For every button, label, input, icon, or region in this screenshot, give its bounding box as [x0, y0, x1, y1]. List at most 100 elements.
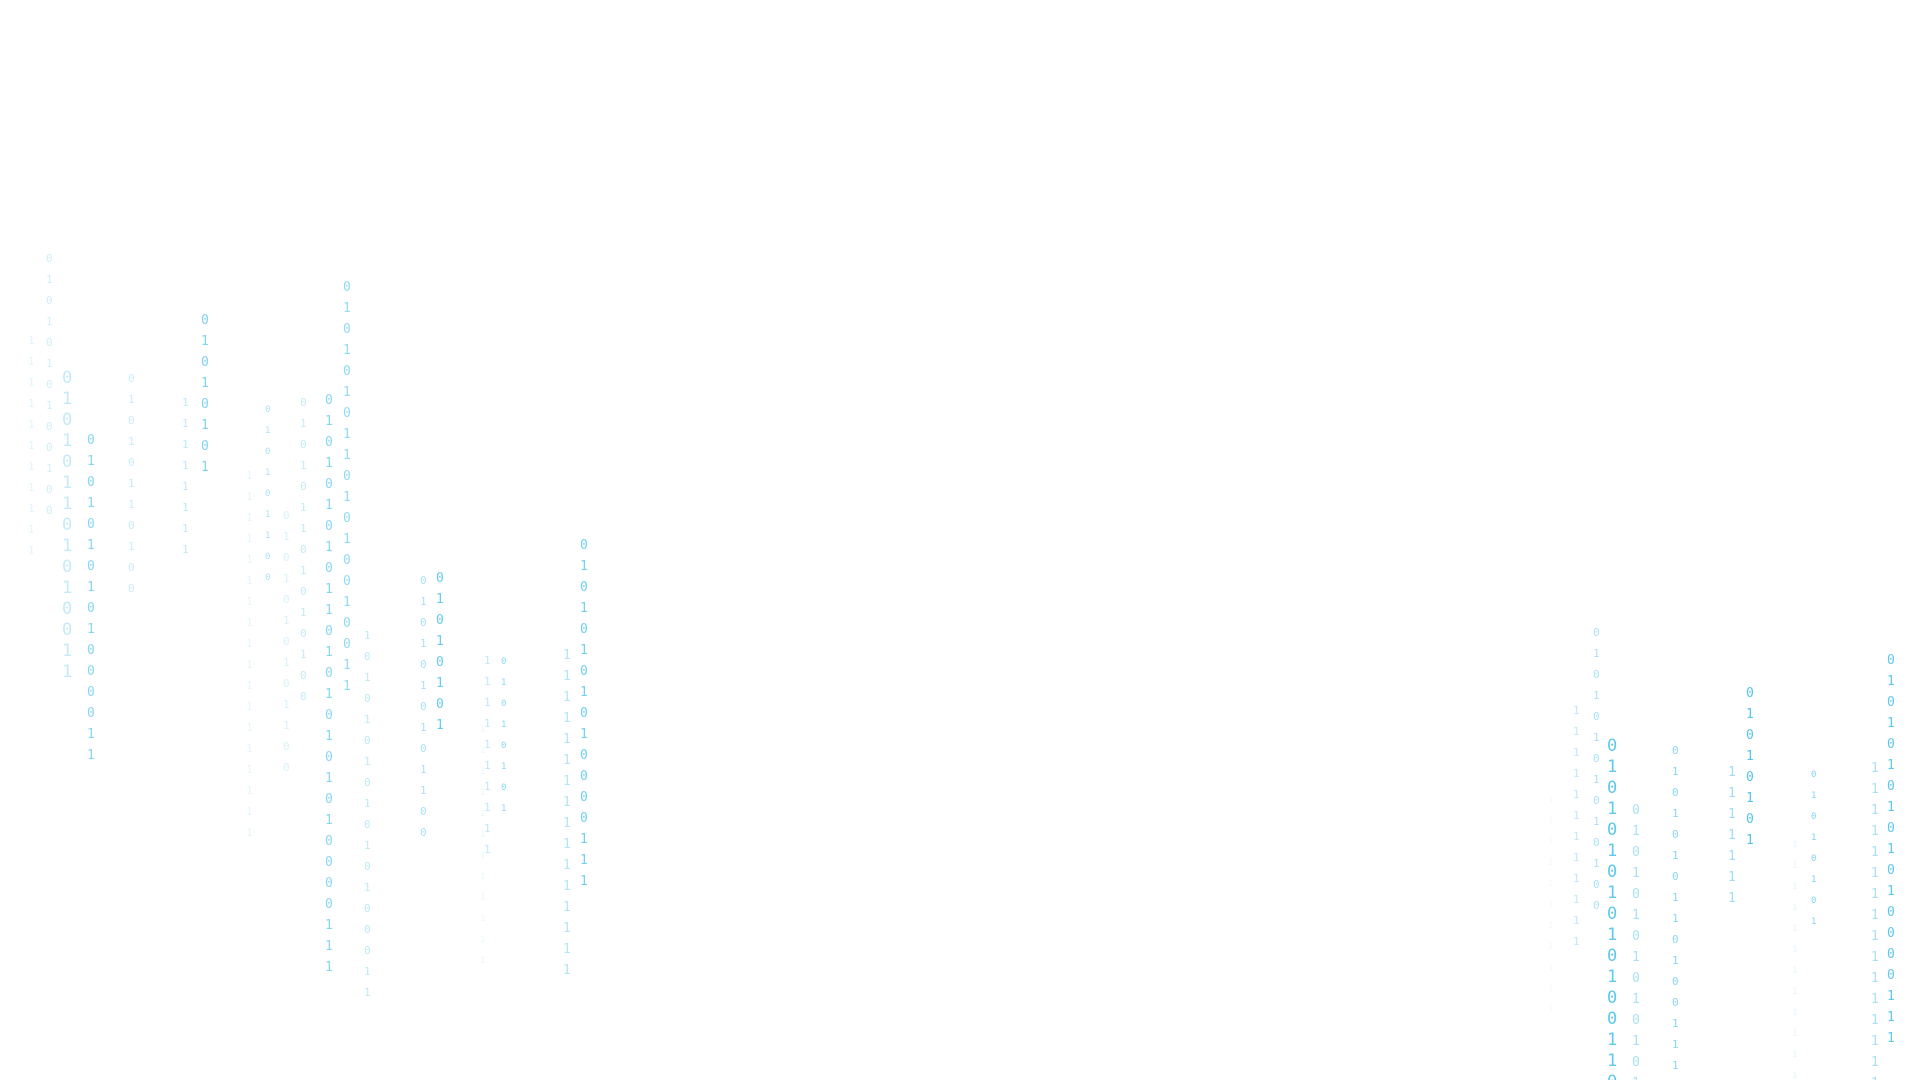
binary-digit: 1 — [563, 648, 571, 663]
binary-digit: 1 — [182, 522, 189, 535]
binary-digit: 1 — [28, 481, 35, 494]
binary-digit: 0 — [343, 280, 351, 295]
binary-digit: 1 — [46, 399, 53, 412]
binary-digit: 1 — [1728, 765, 1736, 780]
binary-digit: 1 — [480, 914, 486, 924]
binary-digit: 0 — [265, 573, 271, 583]
binary-digit: 1 — [62, 494, 73, 514]
binary-digit: 0 — [1607, 736, 1618, 756]
binary-digit: 0 — [580, 622, 588, 637]
binary-digit: 1 — [325, 939, 333, 954]
binary-digit: 0 — [87, 475, 95, 490]
binary-digit: 1 — [325, 540, 333, 555]
binary-digit: 0 — [1811, 896, 1817, 906]
binary-digit: 1 — [1672, 891, 1679, 904]
binary-column: 0 1 0 1 0 1 0 1 0 1 0 1 0 0 0 0 1 1 1 — [1887, 650, 1895, 1049]
binary-column: 1 1 1 1 1 1 1 1 1 1 — [484, 650, 491, 860]
binary-digit: 0 — [1672, 786, 1679, 799]
binary-digit: 1 — [1573, 893, 1580, 906]
binary-digit: 1 — [201, 460, 209, 475]
binary-digit: 1 — [420, 763, 427, 776]
binary-column: 1 1 1 1 1 1 1 1 1 1 1 — [1548, 790, 1553, 1021]
binary-digit: 0 — [1811, 770, 1817, 780]
binary-digit: 1 — [28, 334, 35, 347]
binary-digit: 0 — [201, 313, 209, 328]
binary-digit: 1 — [563, 858, 571, 873]
binary-digit: 0 — [501, 699, 507, 709]
binary-digit: 1 — [87, 496, 95, 511]
binary-digit: 1 — [580, 643, 588, 658]
binary-column: 1 1 1 1 1 1 1 1 1 1 1 1 — [480, 720, 485, 972]
binary-digit: 0 — [501, 657, 507, 667]
binary-digit: 1 — [1792, 987, 1798, 997]
binary-column: 0 1 0 1 0 1 0 1 1 0 1 0 1 0 0 1 0 0 1 1 — [343, 277, 351, 697]
binary-digit: 1 — [201, 418, 209, 433]
binary-digit: 0 — [343, 469, 351, 484]
binary-digit: 1 — [1871, 803, 1879, 818]
binary-digit: 0 — [283, 677, 290, 690]
binary-digit: 1 — [364, 965, 371, 978]
binary-digit: 1 — [484, 654, 491, 667]
binary-digit: 1 — [1746, 707, 1754, 722]
binary-digit: 0 — [300, 396, 307, 409]
binary-digit: 0 — [283, 761, 290, 774]
binary-digit: 1 — [1792, 903, 1798, 913]
binary-digit: 1 — [480, 872, 486, 882]
binary-digit: 1 — [87, 622, 95, 637]
binary-digit: 1 — [1573, 767, 1580, 780]
binary-digit: 1 — [325, 645, 333, 660]
binary-digit: 1 — [580, 874, 588, 889]
binary-digit: 0 — [62, 410, 73, 430]
binary-digit: 1 — [1548, 795, 1554, 805]
binary-digit: 1 — [364, 671, 371, 684]
binary-column: 0 1 0 1 0 1 0 1 0 1 1 0 0 — [283, 505, 290, 778]
binary-digit: 1 — [1573, 872, 1580, 885]
binary-digit: 1 — [246, 490, 253, 503]
binary-digit: 1 — [1548, 816, 1554, 826]
binary-column: 1 1 1 1 1 1 1 1 1 1 1 1 1 1 1 1 — [563, 645, 571, 981]
binary-digit: 1 — [436, 676, 444, 691]
binary-digit: 0 — [300, 480, 307, 493]
binary-digit: 1 — [1887, 716, 1895, 731]
binary-digit: 1 — [480, 809, 486, 819]
binary-digit: 0 — [87, 433, 95, 448]
binary-digit: 1 — [1871, 845, 1879, 860]
binary-digit: 0 — [501, 783, 507, 793]
binary-digit: 1 — [46, 357, 53, 370]
binary-digit: 1 — [501, 678, 507, 688]
binary-digit: 0 — [580, 811, 588, 826]
binary-digit: 0 — [87, 664, 95, 679]
binary-digit: 0 — [46, 504, 53, 517]
binary-digit: 0 — [325, 561, 333, 576]
binary-digit: 1 — [501, 720, 507, 730]
binary-digit: 0 — [325, 435, 333, 450]
binary-digit: 1 — [1573, 851, 1580, 864]
binary-digit: 0 — [283, 551, 290, 564]
binary-digit: 1 — [480, 893, 486, 903]
binary-digit: 1 — [1573, 914, 1580, 927]
binary-digit: 1 — [1672, 765, 1679, 778]
binary-digit: 0 — [364, 734, 371, 747]
binary-digit: 1 — [1593, 689, 1600, 702]
binary-column: 1 0 1 0 1 0 1 0 1 0 1 0 1 0 0 0 1 1 — [364, 625, 371, 1003]
binary-digit: 0 — [364, 944, 371, 957]
binary-digit: 0 — [436, 697, 444, 712]
binary-digit: 0 — [1672, 996, 1679, 1009]
binary-digit: 1 — [1871, 1073, 1879, 1080]
binary-digit: 0 — [1887, 968, 1895, 983]
binary-digit: 1 — [420, 721, 427, 734]
binary-column: 0 1 0 1 0 1 0 1 0 1 0 1 0 0 — [1593, 622, 1600, 916]
binary-digit: 1 — [1672, 1038, 1679, 1051]
binary-digit: 1 — [300, 648, 307, 661]
binary-column: 1 1 1 1 1 1 1 1 — [182, 392, 189, 560]
binary-digit: 1 — [325, 414, 333, 429]
binary-digit: 1 — [1871, 1034, 1879, 1049]
binary-digit: 0 — [1746, 770, 1754, 785]
binary-digit: 0 — [364, 650, 371, 663]
binary-digit: 1 — [563, 690, 571, 705]
binary-digit: 1 — [325, 603, 333, 618]
binary-digit: 0 — [1593, 668, 1600, 681]
binary-digit: 1 — [563, 963, 571, 978]
binary-digit: 1 — [484, 675, 491, 688]
binary-digit: 1 — [1792, 882, 1798, 892]
